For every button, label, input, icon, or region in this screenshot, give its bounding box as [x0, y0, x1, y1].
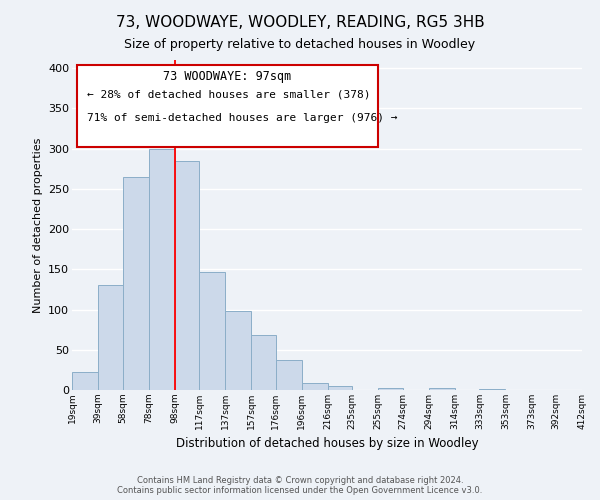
Bar: [251, 336, 276, 390]
X-axis label: Distribution of detached houses by size in Woodley: Distribution of detached houses by size …: [176, 438, 478, 450]
Bar: [72, 372, 98, 390]
Y-axis label: Number of detached properties: Number of detached properties: [32, 138, 43, 312]
Text: 73, WOODWAYE, WOODLEY, READING, RG5 3HB: 73, WOODWAYE, WOODLEY, READING, RG5 3HB: [116, 15, 484, 30]
Bar: [378, 388, 403, 390]
Bar: [429, 388, 455, 390]
FancyBboxPatch shape: [77, 65, 378, 148]
Bar: [149, 148, 175, 390]
Bar: [479, 389, 505, 390]
Text: ← 28% of detached houses are smaller (378): ← 28% of detached houses are smaller (37…: [88, 90, 371, 100]
Bar: [175, 160, 199, 390]
Text: Size of property relative to detached houses in Woodley: Size of property relative to detached ho…: [124, 38, 476, 51]
Text: Contains HM Land Registry data © Crown copyright and database right 2024.
Contai: Contains HM Land Registry data © Crown c…: [118, 476, 482, 495]
Text: 73 WOODWAYE: 97sqm: 73 WOODWAYE: 97sqm: [163, 70, 292, 83]
Bar: [122, 176, 149, 390]
Text: 71% of semi-detached houses are larger (976) →: 71% of semi-detached houses are larger (…: [88, 113, 398, 123]
Bar: [328, 386, 352, 390]
Bar: [302, 383, 328, 390]
Bar: [276, 360, 302, 390]
Bar: [225, 311, 251, 390]
Bar: [98, 286, 122, 390]
Bar: [199, 272, 225, 390]
